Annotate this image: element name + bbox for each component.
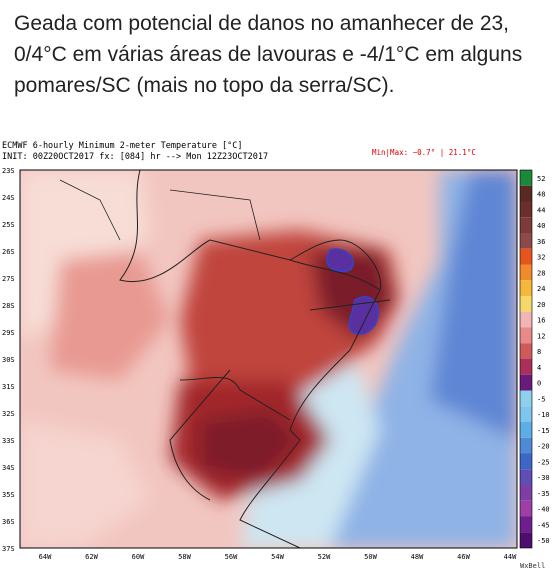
colorbar-label: 24	[537, 285, 545, 293]
colorbar-swatch	[520, 185, 532, 202]
colorbar-label: 0	[537, 380, 541, 388]
lon-label: 60W	[132, 553, 145, 561]
colorbar-swatch	[520, 233, 532, 249]
caption: Geada com potencial de danos no amanhece…	[14, 12, 523, 97]
map-title: ECMWF 6-hourly Minimum 2-meter Temperatu…	[2, 141, 243, 151]
lon-label: 52W	[318, 553, 331, 561]
colorbar-swatch	[520, 532, 532, 548]
colorbar-swatch	[520, 264, 532, 281]
colorbar-label: -5	[537, 395, 545, 403]
credit: WxBell	[520, 562, 545, 570]
lat-label: 37S	[2, 545, 15, 553]
colorbar-label: 12	[537, 332, 545, 340]
colorbar-label: -50	[537, 537, 550, 545]
colorbar-swatch	[520, 374, 532, 391]
lat-label: 31S	[2, 383, 15, 391]
colorbar-label: -40	[537, 506, 550, 514]
colorbar-swatch	[520, 437, 532, 454]
colorbar-swatch	[520, 390, 532, 407]
colorbar-swatch	[520, 248, 532, 265]
colorbar-label: -25	[537, 458, 550, 466]
colorbar-label: -45	[537, 521, 550, 529]
lat-label: 29S	[2, 329, 15, 337]
lat-label: 27S	[2, 275, 15, 283]
map-panel: ECMWF 6-hourly Minimum 2-meter Temperatu…	[2, 141, 550, 570]
colorbar-swatch	[520, 327, 532, 344]
lat-label: 23S	[2, 167, 15, 175]
colorbar-swatch	[520, 170, 532, 186]
lat-label: 33S	[2, 437, 15, 445]
lon-label: 46W	[457, 553, 470, 561]
lat-label: 35S	[2, 491, 15, 499]
lat-label: 32S	[2, 410, 15, 418]
lat-label: 34S	[2, 464, 15, 472]
colorbar-label: -20	[537, 443, 550, 451]
colorbar-label: 48	[537, 191, 545, 199]
lat-label: 25S	[2, 221, 15, 229]
colorbar-swatch	[520, 453, 532, 470]
colorbar-label: 36	[537, 238, 545, 246]
lon-label: 56W	[225, 553, 238, 561]
colorbar-label: 40	[537, 222, 545, 230]
colorbar-swatch	[520, 296, 532, 312]
colorbar-swatch	[520, 469, 532, 485]
lon-label: 54W	[271, 553, 284, 561]
colorbar-label: -30	[537, 474, 550, 482]
lat-label: 30S	[2, 356, 15, 364]
lat-label: 24S	[2, 194, 15, 202]
lon-label: 48W	[411, 553, 424, 561]
map-init: INIT: 00Z20OCT2017 fx: [084] hr --> Mon …	[2, 152, 268, 162]
min-max: Min|Max: −0.7° | 21.1°C	[372, 148, 476, 157]
colorbar-swatch	[520, 201, 532, 218]
colorbar-label: -10	[537, 411, 550, 419]
lon-label: 58W	[178, 553, 191, 561]
colorbar-swatch	[520, 343, 532, 359]
colorbar-swatch	[520, 516, 532, 533]
colorbar-label: 28	[537, 269, 545, 277]
colorbar-label: 8	[537, 348, 541, 356]
map-frame	[19, 169, 518, 549]
lon-label: 62W	[85, 553, 98, 561]
colorbar-label: -35	[537, 490, 550, 498]
colorbar-label: 32	[537, 254, 545, 262]
colorbar-label: 44	[537, 206, 545, 214]
lat-label: 28S	[2, 302, 15, 310]
colorbar-label: 20	[537, 301, 545, 309]
colorbar-swatch	[520, 311, 532, 328]
colorbar-label: 4	[537, 364, 541, 372]
colorbar-swatch	[520, 217, 532, 233]
lon-label: 64W	[39, 553, 52, 561]
temperature-field	[20, 170, 517, 548]
colorbar-swatch	[520, 359, 532, 375]
lon-label: 50W	[364, 553, 377, 561]
colorbar-swatch	[520, 422, 532, 438]
colorbar-swatch	[520, 280, 532, 296]
lat-label: 26S	[2, 248, 15, 256]
colorbar-swatch	[520, 500, 532, 517]
lat-label: 36S	[2, 518, 15, 526]
colorbar-label: 52	[537, 175, 545, 183]
colorbar-frame	[519, 169, 533, 549]
colorbar-swatch	[520, 406, 532, 422]
colorbar-label: -15	[537, 427, 550, 435]
lon-label: 44W	[504, 553, 517, 561]
colorbar-swatch	[520, 485, 532, 501]
colorbar-label: 16	[537, 317, 545, 325]
